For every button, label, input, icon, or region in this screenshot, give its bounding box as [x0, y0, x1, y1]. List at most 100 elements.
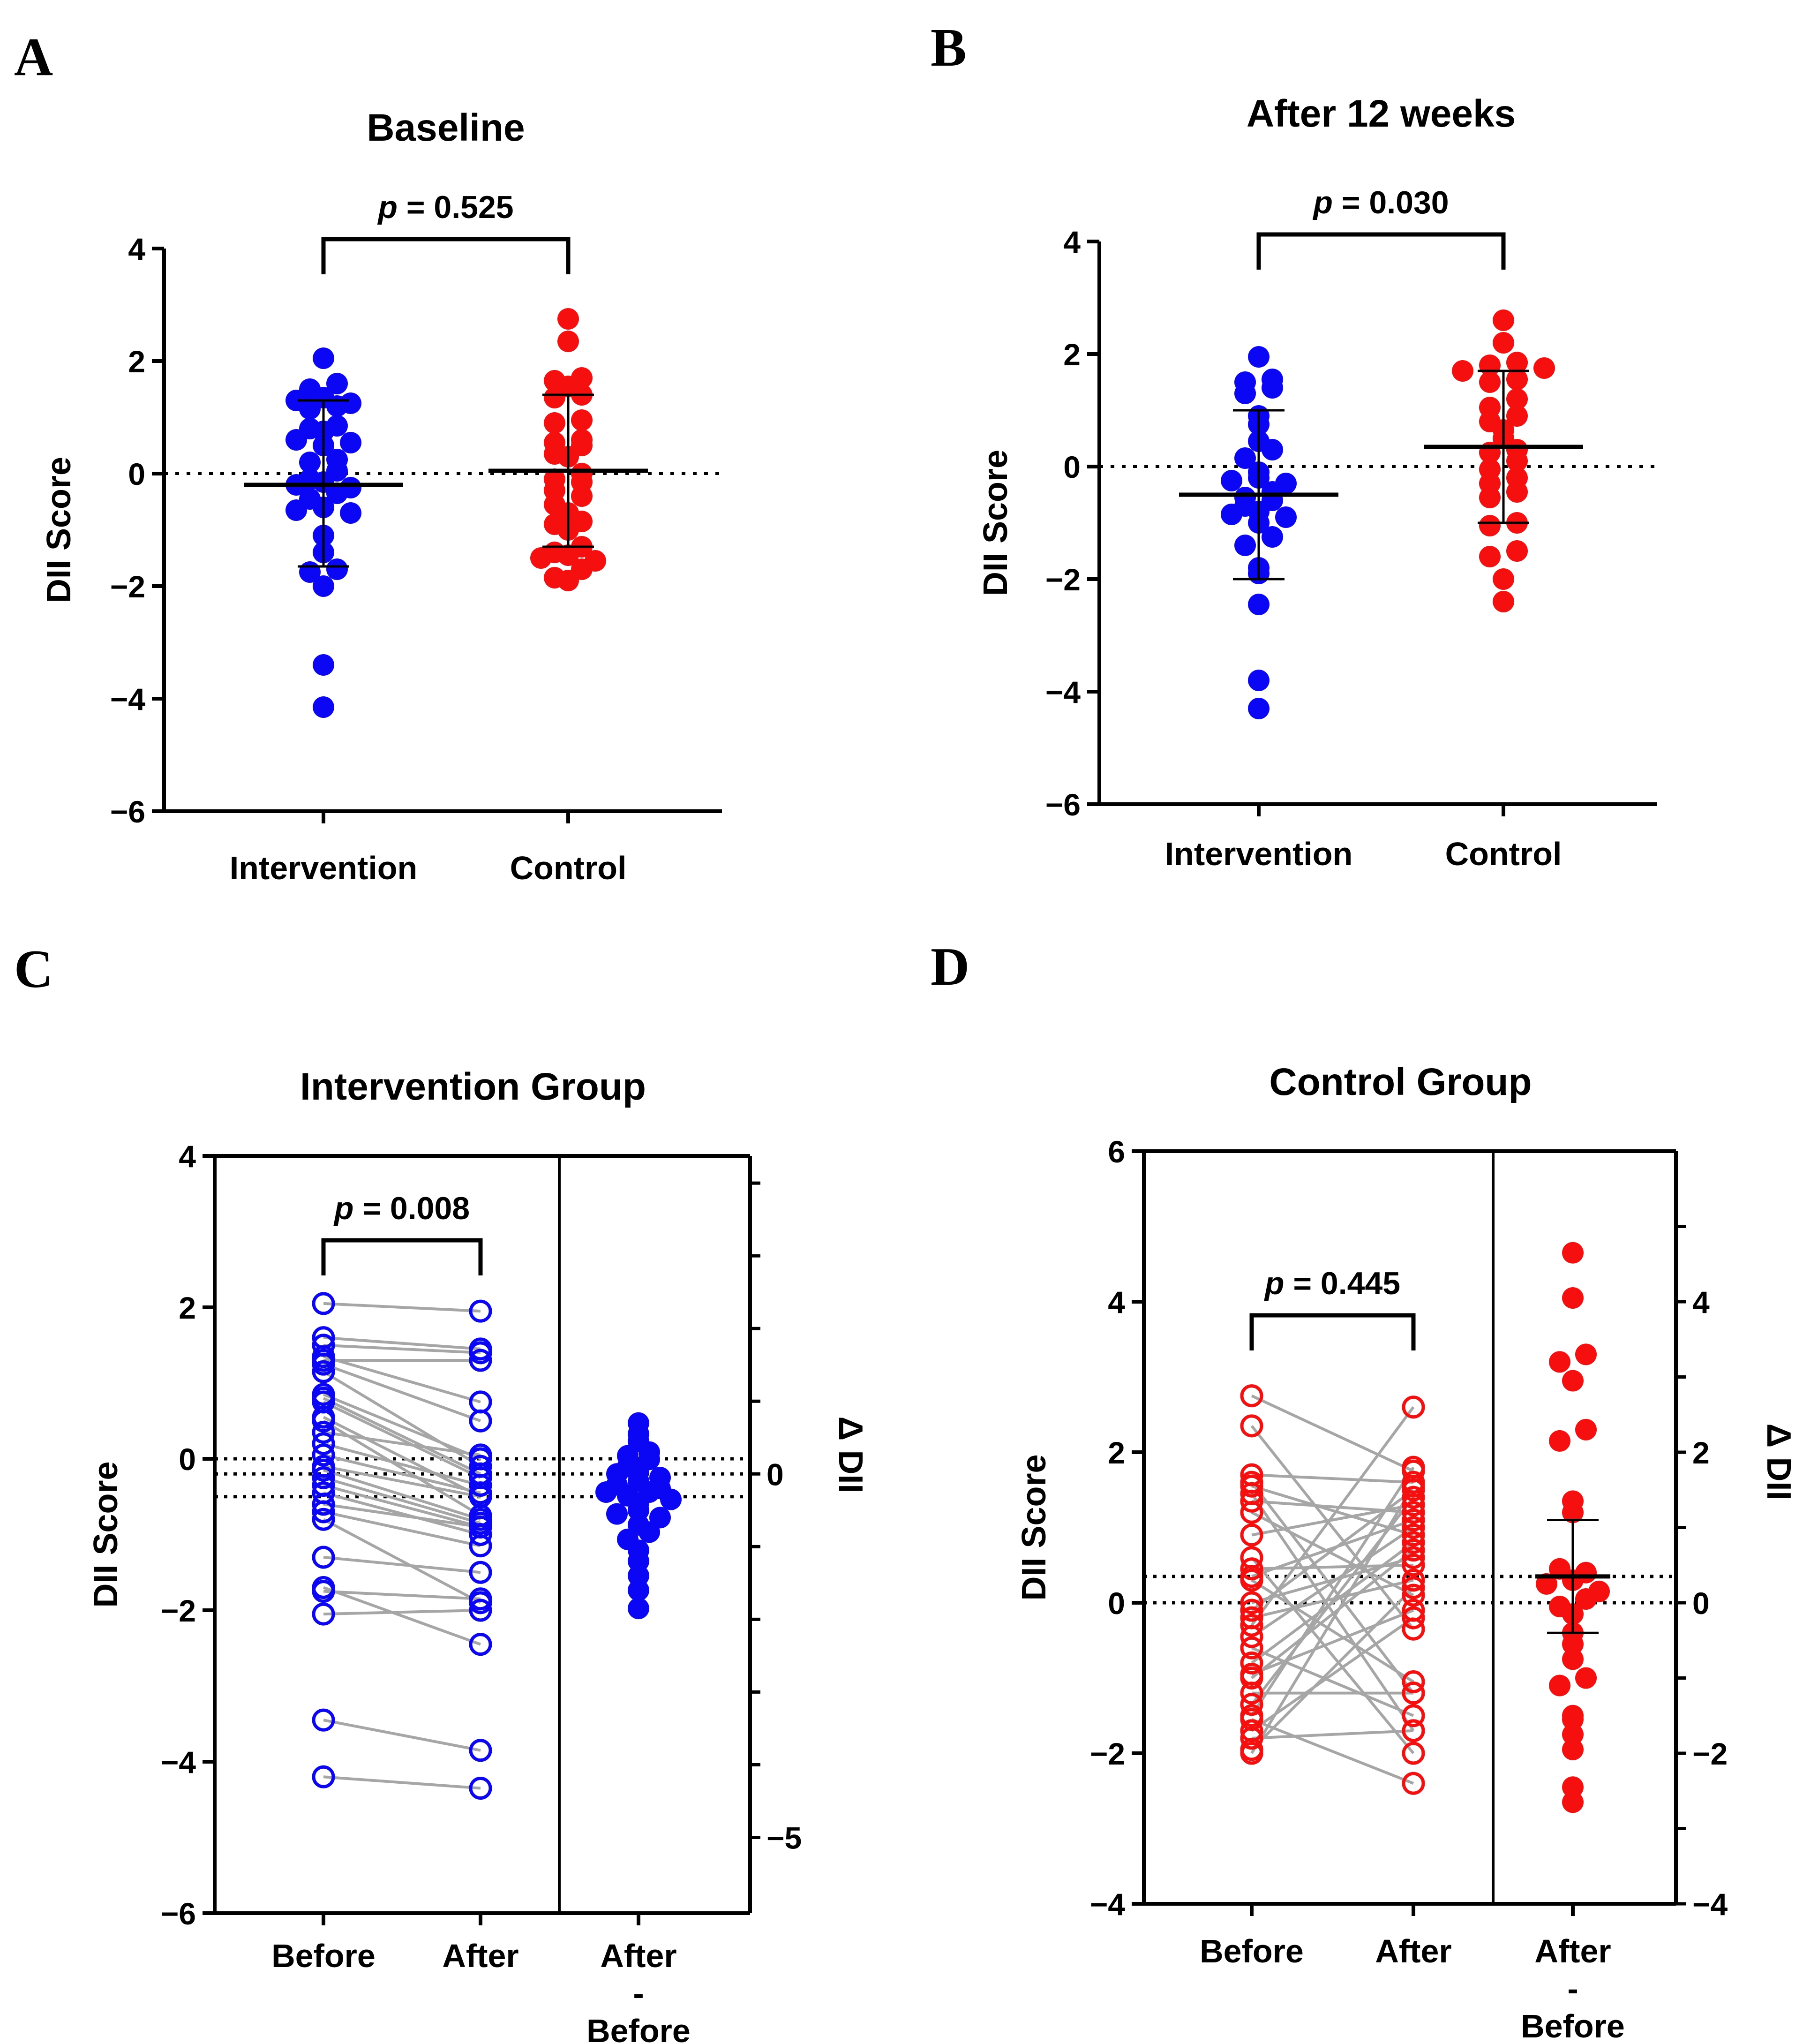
data-point	[1493, 332, 1514, 354]
before-point	[1240, 1474, 1263, 1498]
y-tick-label: 0	[1108, 1586, 1125, 1621]
delta-point	[639, 1521, 660, 1543]
after-point	[1402, 1546, 1425, 1569]
after-point	[469, 1485, 492, 1508]
after-point	[1402, 1395, 1425, 1419]
y2-tick-label: 0	[766, 1457, 784, 1492]
before-point	[1240, 1667, 1263, 1690]
delta-point	[628, 1579, 649, 1601]
chart-title: Baseline	[367, 106, 525, 149]
after-point	[1402, 1486, 1425, 1509]
data-point	[313, 654, 334, 676]
data-point	[1262, 377, 1283, 399]
y-axis-label: DII Score	[1015, 1454, 1053, 1600]
data-point	[1479, 546, 1501, 567]
y-axis-label: DII Score	[977, 450, 1014, 596]
y2-axis-label: Δ DII	[1760, 1424, 1797, 1501]
paired-connector-line	[323, 1431, 481, 1456]
data-point	[1234, 447, 1256, 469]
data-point	[544, 412, 565, 434]
paired-connector-line	[1251, 1646, 1414, 1717]
paired-connector-line	[1251, 1609, 1414, 1676]
paired-connector-line	[323, 1397, 481, 1476]
after-point	[1402, 1531, 1425, 1554]
x-category-label: Before	[1200, 1933, 1304, 1969]
delta-point	[660, 1488, 682, 1510]
before-point	[1240, 1636, 1263, 1659]
paired-connector-line	[1250, 1586, 1415, 1751]
delta-point	[1562, 1791, 1584, 1813]
y-tick-label: −4	[1045, 675, 1081, 709]
paired-connector-line	[323, 1302, 481, 1313]
after-point	[469, 1739, 492, 1762]
data-point	[299, 452, 321, 473]
before-point	[312, 1443, 335, 1467]
after-point	[1402, 1524, 1425, 1547]
delta-point	[1562, 1776, 1584, 1798]
x-category-label: After	[442, 1938, 518, 1974]
paired-connector-line	[323, 1719, 481, 1752]
x-category-label: -	[1567, 1970, 1578, 2007]
paired-connector-line	[1250, 1466, 1415, 1717]
data-point	[1479, 371, 1501, 393]
after-point	[1402, 1719, 1425, 1742]
paired-connector-line	[1251, 1473, 1414, 1484]
paired-connector-line	[1250, 1493, 1415, 1732]
delta-point	[1562, 1242, 1584, 1264]
data-point	[1452, 360, 1473, 382]
before-point	[1240, 1727, 1263, 1750]
paired-connector-line	[323, 1465, 481, 1498]
delta-point	[1562, 1648, 1584, 1670]
paired-connector-line	[323, 1590, 481, 1600]
delta-point	[595, 1481, 617, 1503]
data-point	[1262, 439, 1283, 460]
delta-point	[606, 1503, 628, 1525]
before-point	[1240, 1693, 1263, 1716]
paired-connector-line	[323, 1775, 481, 1790]
panel-a: A Baseline 4 2 0 −2 −4 −6 DII Score p = 0.525 Inte…	[14, 27, 722, 886]
before-point	[312, 1708, 335, 1732]
data-point	[1262, 526, 1283, 548]
paired-connector-line	[323, 1442, 481, 1487]
panel-b: B After 12 weeks 4 2 0 −2 −4 −6 DII Score p = 0.0…	[931, 18, 1657, 872]
after-point	[469, 1633, 492, 1656]
data-point	[1221, 504, 1242, 525]
delta-point	[1562, 1738, 1584, 1760]
y-tick-label: 0	[128, 457, 145, 491]
delta-point	[1562, 1708, 1584, 1730]
y-tick-label: 6	[1108, 1134, 1125, 1169]
p-value-label: p = 0.445	[1264, 1266, 1400, 1301]
data-point	[557, 331, 579, 352]
paired-connector-line	[323, 1502, 481, 1529]
data-point	[1275, 506, 1297, 528]
after-point	[469, 1299, 492, 1323]
data-point	[1248, 346, 1270, 368]
y-tick-label: 2	[128, 344, 145, 379]
data-point	[544, 387, 565, 408]
y2-tick-label: −2	[1692, 1736, 1728, 1771]
p-value-label: p = 0.525	[377, 189, 513, 225]
paired-connector-line	[323, 1343, 481, 1354]
delta-point	[1562, 1633, 1584, 1655]
panel-letter: D	[931, 937, 969, 996]
data-point	[340, 502, 361, 524]
paired-connector-line	[323, 1491, 481, 1536]
paired-connector-line	[323, 1469, 481, 1521]
paired-connector-line	[1251, 1549, 1414, 1679]
paired-connector-line	[1251, 1485, 1414, 1537]
after-point	[1402, 1539, 1425, 1562]
data-point	[285, 429, 307, 451]
paired-connector-line	[323, 1476, 481, 1525]
paired-connector-line	[323, 1454, 481, 1494]
paired-connector-line	[1251, 1526, 1414, 1638]
before-point	[312, 1493, 335, 1516]
after-point	[469, 1599, 492, 1622]
y-tick-label: 4	[128, 232, 145, 266]
data-point	[1493, 309, 1514, 331]
before-point	[1240, 1625, 1263, 1648]
y-tick-label: −2	[110, 569, 145, 604]
after-point	[1402, 1554, 1425, 1577]
delta-point	[1562, 1370, 1584, 1392]
before-point	[1240, 1742, 1263, 1765]
